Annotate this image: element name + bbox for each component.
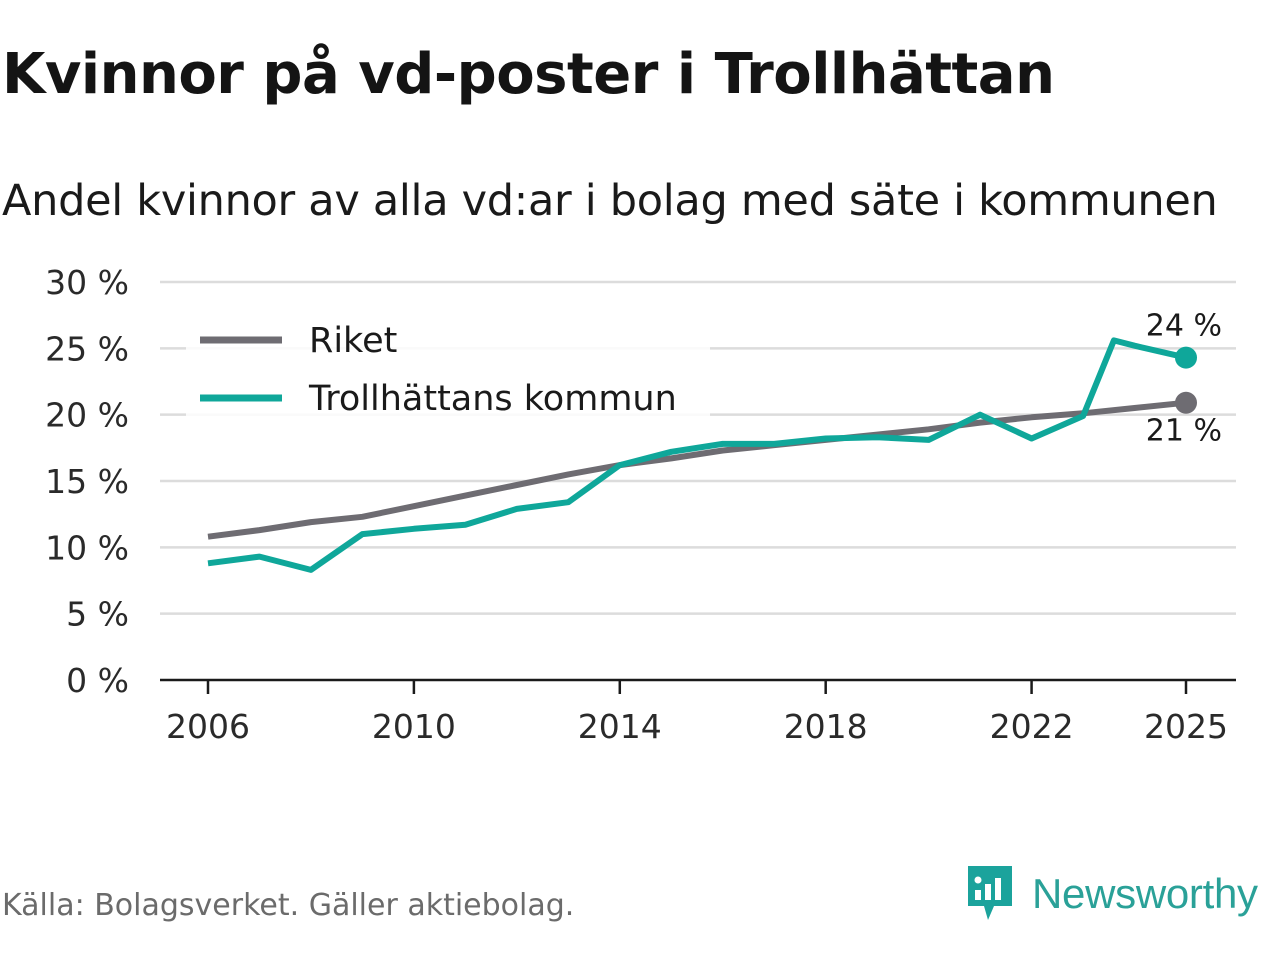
- x-tick-label: 2010: [372, 707, 456, 746]
- series-line: [207, 399, 1187, 540]
- newsworthy-logo: Newsworthy: [964, 864, 1258, 924]
- x-tick-label: 2018: [784, 707, 868, 746]
- chart-title: Kvinnor på vd-poster i Trollhättan: [2, 42, 1055, 107]
- end-point: [1175, 346, 1197, 369]
- y-tick-label: 30 %: [45, 263, 129, 302]
- brand-name: Newsworthy: [1032, 870, 1258, 917]
- end-value-label: 21 %: [1146, 414, 1222, 449]
- y-tick-label: 5 %: [66, 595, 129, 634]
- x-tick-label: 2025: [1144, 707, 1228, 746]
- y-tick-label: 20 %: [45, 396, 129, 435]
- series-lines: [207, 337, 1197, 573]
- bar-chart-icon: [968, 866, 1012, 920]
- x-tick-label: 2022: [990, 707, 1074, 746]
- source-note: Källa: Bolagsverket. Gäller aktiebolag.: [2, 888, 575, 923]
- end-point: [1175, 391, 1197, 414]
- legend: Riket Trollhättans kommun: [186, 306, 710, 422]
- legend-label: Trollhättans kommun: [308, 379, 677, 419]
- end-labels: 21 % 24 %: [1146, 309, 1222, 449]
- chart-subtitle: Andel kvinnor av alla vd:ar i bolag med …: [2, 176, 1218, 226]
- y-axis-ticks: 0 % 5 % 10 % 15 % 20 % 25 % 30 %: [45, 263, 129, 700]
- end-value-label: 24 %: [1146, 309, 1222, 344]
- series-line: [207, 337, 1187, 573]
- legend-label: Riket: [309, 321, 397, 361]
- x-axis-ticks: 2006 2010 2014 2018 2022 2025: [166, 680, 1228, 746]
- y-tick-label: 15 %: [45, 462, 129, 501]
- x-tick-label: 2014: [578, 707, 662, 746]
- y-tick-label: 25 %: [45, 329, 129, 368]
- y-tick-label: 10 %: [45, 528, 129, 567]
- y-tick-label: 0 %: [66, 661, 129, 700]
- x-tick-label: 2006: [166, 707, 250, 746]
- legend-background: [186, 306, 710, 422]
